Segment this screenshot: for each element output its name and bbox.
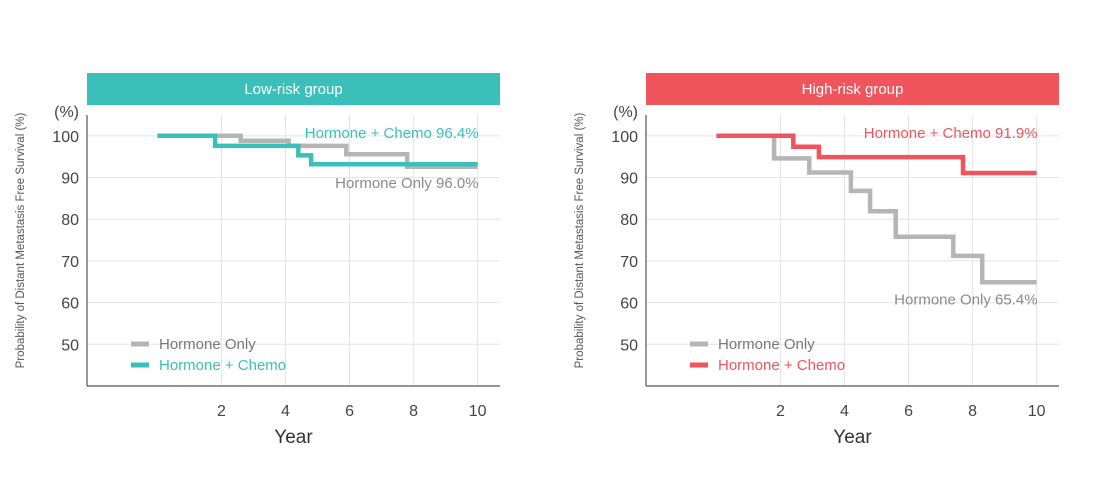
high-risk-chart: High-risk group 2 4 6 8 10 50 60 70 80 90 100 (%) Pro…	[574, 73, 1059, 448]
end-value-annotation: Hormone Only 65.4%	[894, 292, 1037, 309]
end-value-annotation: Hormone + Chemo 96.4%	[305, 125, 479, 142]
y-tick-label: 60	[61, 296, 79, 313]
y-tick-label: 100	[611, 129, 638, 146]
chart-title: High-risk group	[802, 81, 904, 98]
legend-label: Hormone + Chemo	[159, 357, 286, 374]
x-tick-label: 8	[968, 403, 977, 420]
y-tick-label: 90	[61, 171, 79, 188]
legend-label: Hormone + Chemo	[718, 357, 845, 374]
y-tick-label: 80	[620, 212, 638, 229]
chart-header-bar	[646, 73, 1059, 105]
x-tick-label: 10	[469, 403, 487, 420]
y-unit-label: (%)	[613, 104, 638, 121]
x-tick-label: 10	[1028, 403, 1046, 420]
low-risk-chart: Low-risk group 2 4 6 8 10 50 60 70 80 90 100 (%) Prob…	[15, 73, 500, 448]
x-tick-label: 8	[409, 403, 418, 420]
x-axis-title: Year	[274, 427, 313, 448]
hormone-chemo-line	[157, 133, 478, 167]
y-tick-label: 100	[52, 129, 79, 146]
end-value-annotation: Hormone Only 96.0%	[335, 175, 478, 192]
y-tick-label: 70	[620, 254, 638, 271]
x-tick-label: 4	[840, 403, 849, 420]
x-tick-label: 6	[904, 403, 913, 420]
legend-label: Hormone Only	[718, 336, 815, 353]
chart-title: Low-risk group	[244, 81, 342, 98]
x-tick-label: 2	[776, 403, 785, 420]
hormone-only-line	[157, 133, 478, 169]
hormone-only-line	[716, 133, 1037, 285]
chart-header-bar	[87, 73, 500, 105]
y-axis-title: Probability of Distant Metastasis Free S…	[574, 113, 586, 369]
x-tick-label: 6	[345, 403, 354, 420]
x-tick-label: 4	[281, 403, 290, 420]
y-tick-label: 60	[620, 296, 638, 313]
y-tick-label: 50	[61, 337, 79, 354]
y-tick-label: 70	[61, 254, 79, 271]
hormone-chemo-line	[716, 133, 1037, 176]
y-axis-title: Probability of Distant Metastasis Free S…	[15, 113, 27, 369]
x-tick-label: 2	[217, 403, 226, 420]
end-value-annotation: Hormone + Chemo 91.9%	[864, 125, 1038, 142]
y-tick-label: 80	[61, 212, 79, 229]
y-unit-label: (%)	[54, 104, 79, 121]
legend-label: Hormone Only	[159, 336, 256, 353]
x-axis-title: Year	[833, 427, 872, 448]
y-tick-label: 90	[620, 171, 638, 188]
y-tick-label: 50	[620, 337, 638, 354]
